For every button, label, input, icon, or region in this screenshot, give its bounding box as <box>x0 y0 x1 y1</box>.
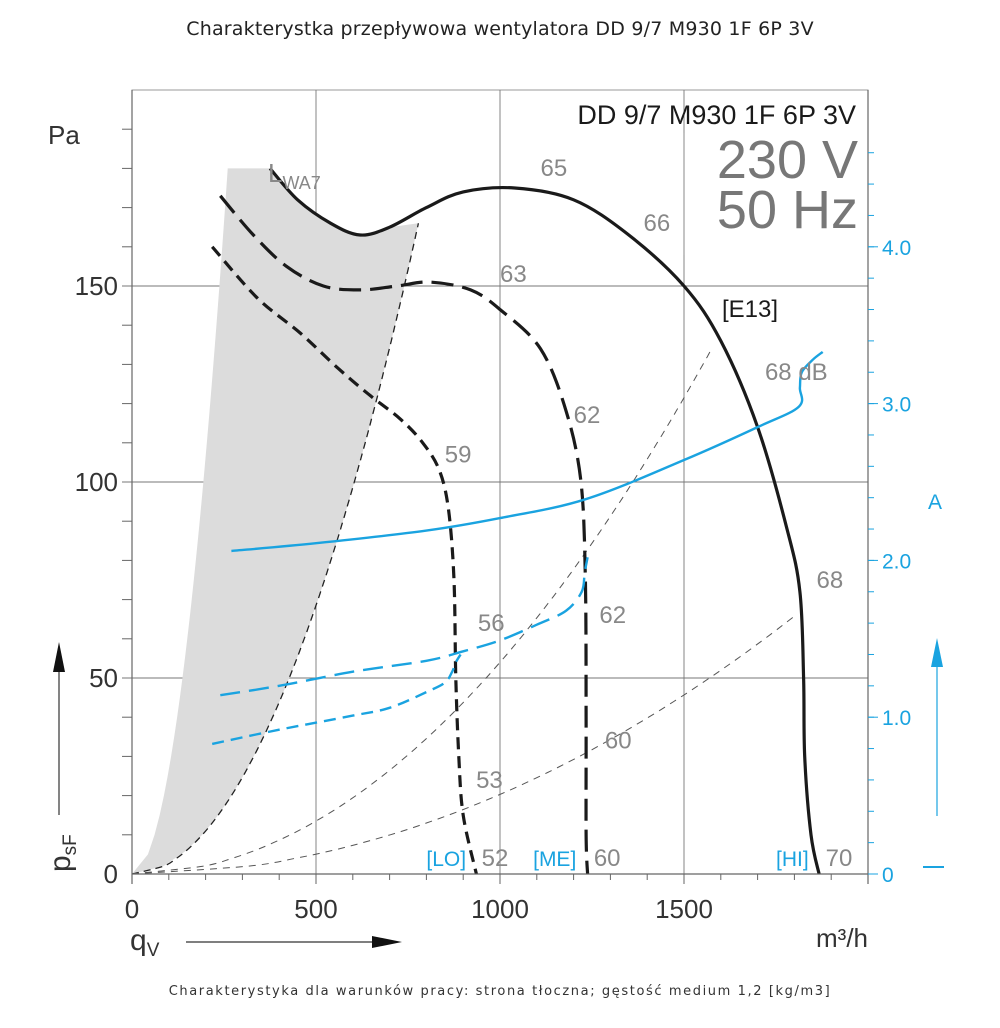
noise-level-label: 62 <box>599 602 626 629</box>
y-axis-label: psF <box>44 834 81 872</box>
noise-level-label: 52 <box>482 845 509 872</box>
y2-tick-label: 0 <box>882 864 894 887</box>
model-code: [E13] <box>722 296 778 323</box>
current-axis-arrow-head <box>931 638 943 667</box>
system-curve <box>132 614 796 874</box>
y2-tick-label: 2.0 <box>882 550 911 573</box>
noise-level-label: 53 <box>476 767 503 794</box>
frequency-label: 50 Hz <box>717 180 858 240</box>
current-curves <box>211 350 824 746</box>
noise-level-label: 63 <box>500 261 527 288</box>
system-curves <box>132 223 796 874</box>
noise-level-label: 65 <box>540 155 567 182</box>
lwa-shade <box>132 168 419 874</box>
x-tick-label: 0 <box>125 894 139 924</box>
y-tick-label: 100 <box>75 467 118 497</box>
page-title: Charakterystka przepływowa wentylatora D… <box>186 18 814 40</box>
pressure-curve-me <box>219 194 590 875</box>
x-axis-unit: m³/h <box>816 923 868 953</box>
speed-label: [LO] <box>426 848 466 871</box>
x-tick-label: 500 <box>294 894 337 924</box>
y2-tick-label: 1.0 <box>882 707 911 730</box>
lwa-shaded-region <box>132 168 419 874</box>
y2-tick-label: 3.0 <box>882 394 911 417</box>
pressure-curves <box>211 167 821 875</box>
current-curve-hi <box>231 350 824 553</box>
x-tick-label: 1000 <box>471 894 529 924</box>
noise-level-label: 62 <box>574 402 601 429</box>
y-tick-label: 0 <box>104 859 118 889</box>
y2-axis-unit: A <box>928 491 942 514</box>
current-curve-lo <box>211 653 462 746</box>
noise-level-label: 68 <box>816 567 843 594</box>
current-curve-me <box>220 557 589 697</box>
x-axis-arrow-head <box>372 936 402 948</box>
noise-level-label: 60 <box>594 845 621 872</box>
footnote: Charakterystyka dla warunków pracy: stro… <box>168 984 832 999</box>
y-axis-unit: Pa <box>48 120 80 150</box>
x-axis-label: qV <box>130 924 160 961</box>
pressure-curve-lo <box>211 245 478 875</box>
annotations: 65 66 68 dB 63 62 59 56 62 68 60 53 52 60 70 [LO] [ME] [… <box>426 155 852 872</box>
noise-level-label: 56 <box>478 610 505 637</box>
system-curve <box>132 348 713 874</box>
speed-label: [ME] <box>533 848 576 871</box>
system-curve <box>132 223 420 874</box>
x-tick-label: 1500 <box>655 894 713 924</box>
pressure-curve-hi <box>268 167 821 875</box>
lwa-label: LWA7 <box>268 158 321 193</box>
noise-level-label: 66 <box>644 210 671 237</box>
noise-level-label: 70 <box>826 845 853 872</box>
noise-level-label: 59 <box>445 441 472 468</box>
y-tick-label: 50 <box>89 663 118 693</box>
noise-level-label: 68 dB <box>765 359 828 386</box>
speed-label: [HI] <box>776 848 809 871</box>
y-axis-arrow-head <box>53 642 65 672</box>
chart-title: DD 9/7 M930 1F 6P 3V <box>577 100 856 130</box>
y-axis-label-group: psF <box>44 834 81 872</box>
y-tick-label: 150 <box>75 271 118 301</box>
noise-level-label: 60 <box>605 728 632 755</box>
y2-tick-label: 4.0 <box>882 237 911 260</box>
voltage-label: 230 V <box>717 130 858 190</box>
